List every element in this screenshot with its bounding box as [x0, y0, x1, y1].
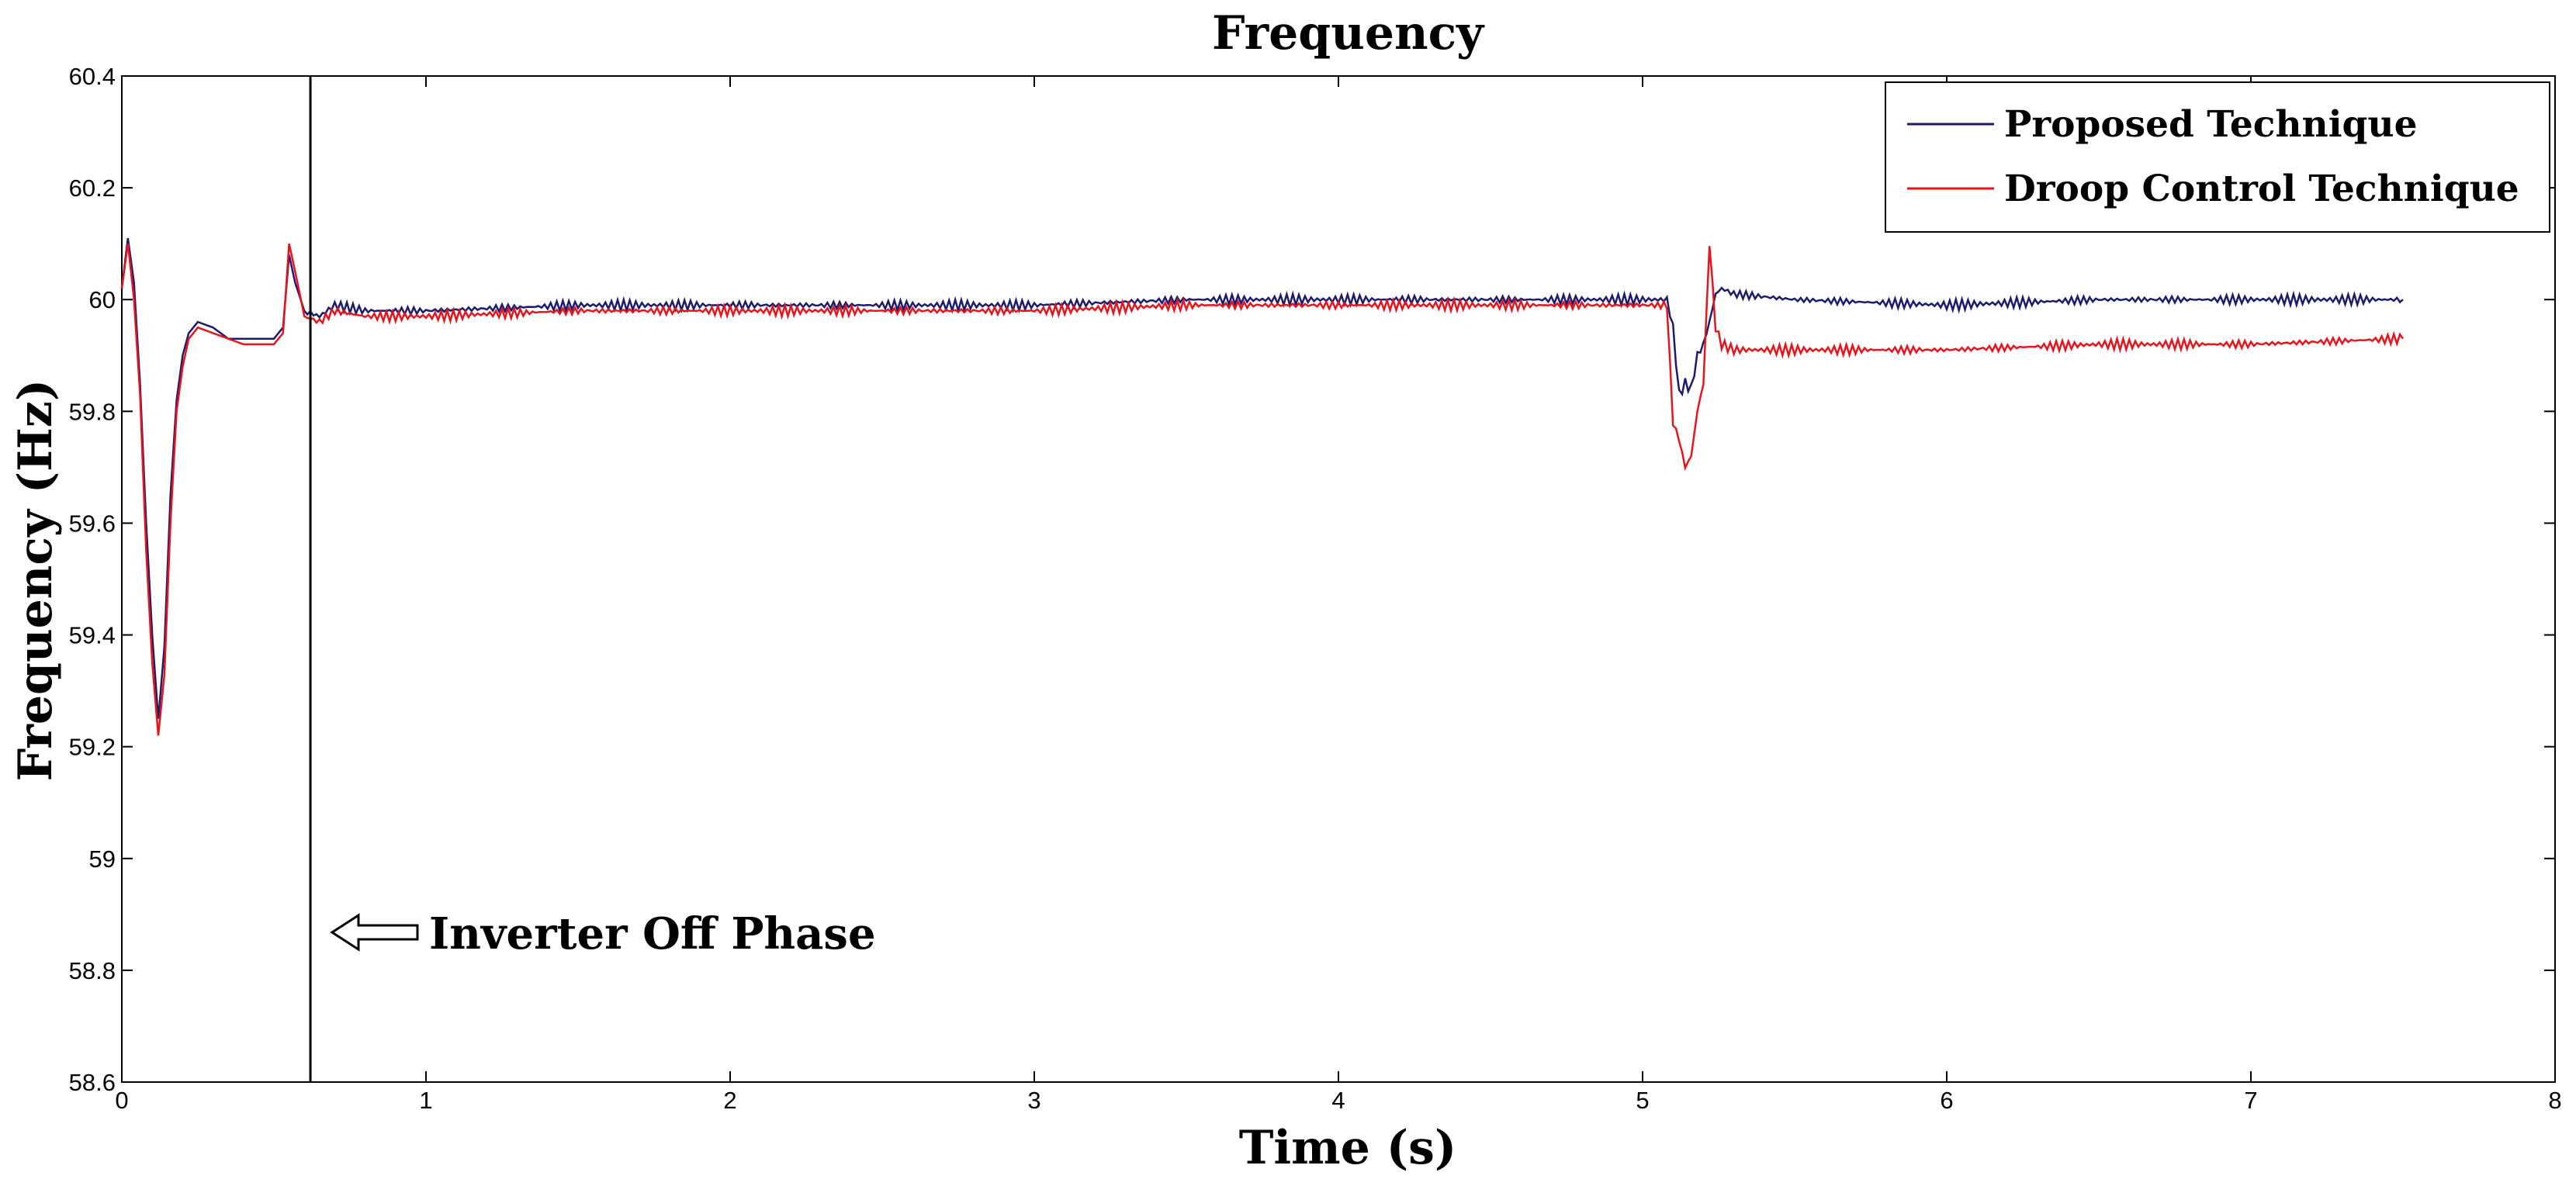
y-axis-ticks: 58.6 58.8 59 59.2 59.4 59.6 59.8 60 60.2 60.4: [69, 63, 2555, 1096]
y-tick-label: 60.4: [69, 63, 116, 90]
y-tick-label: 58.6: [69, 1069, 116, 1096]
x-tick-label: 8: [2548, 1087, 2561, 1114]
x-tick-label: 6: [1940, 1087, 1953, 1114]
legend-box: [1885, 81, 2550, 233]
left-arrow-icon: [330, 913, 419, 952]
x-axis-label: Time (s): [1239, 1121, 1457, 1175]
legend-label-droop: Droop Control Technique: [2004, 168, 2519, 210]
plot-area: [121, 75, 2556, 1083]
y-tick-label: 60.2: [69, 175, 116, 202]
x-tick-label: 5: [1636, 1087, 1649, 1114]
x-tick-label: 3: [1027, 1087, 1040, 1114]
y-tick-label: 59.2: [69, 734, 116, 761]
x-tick-label: 2: [723, 1087, 736, 1114]
series-line-proposed: [120, 237, 2404, 719]
series-layer: [120, 237, 2405, 736]
x-tick-label: 1: [419, 1087, 432, 1114]
series-line-droop: [120, 243, 2405, 736]
y-axis-label: Frequency (Hz): [9, 379, 63, 782]
y-tick-label: 59.4: [69, 622, 116, 649]
x-tick-label: 0: [115, 1087, 128, 1114]
inverter-off-annotation: Inverter Off Phase: [330, 908, 876, 960]
inverter-off-label: Inverter Off Phase: [429, 908, 876, 960]
y-tick-label: 59.6: [69, 510, 116, 537]
x-tick-label: 4: [1331, 1087, 1345, 1114]
y-tick-label: 59: [89, 845, 116, 873]
chart-title: Frequency: [1212, 6, 1485, 61]
x-axis-ticks: 0 1 2 3 4 5 6 7 8: [115, 76, 2562, 1114]
y-tick-label: 60: [89, 286, 116, 313]
y-tick-label: 59.8: [69, 398, 116, 425]
legend: Proposed Technique Droop Control Techniq…: [1885, 81, 2550, 233]
legend-label-proposed: Proposed Technique: [2004, 103, 2418, 146]
y-tick-label: 58.8: [69, 957, 116, 984]
x-tick-label: 7: [2244, 1087, 2257, 1114]
